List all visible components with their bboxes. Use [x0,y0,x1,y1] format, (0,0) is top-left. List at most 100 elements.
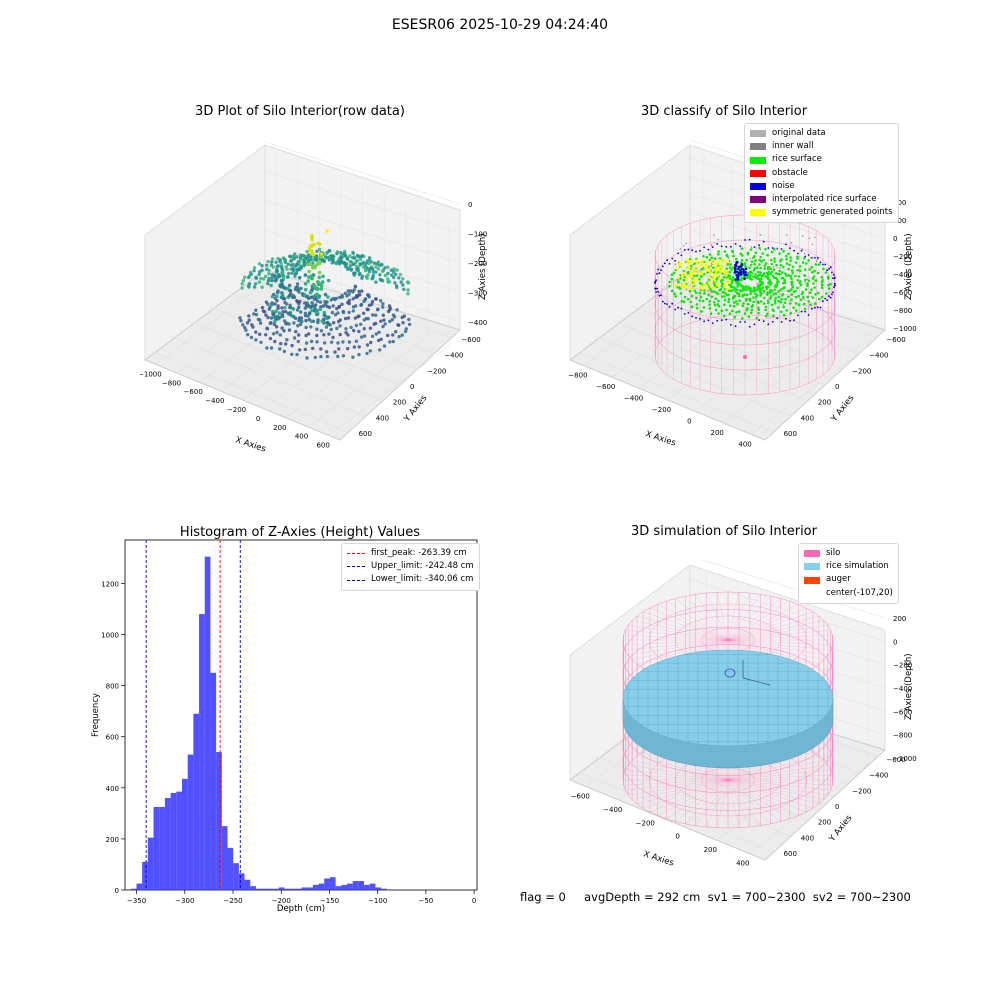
original-point [811,243,814,245]
raw-y-tick: −600 [461,336,480,344]
surface-point [812,275,816,278]
symmetric-point [681,284,684,288]
raw-point [286,262,290,266]
raw-point [390,273,394,277]
surface-point [737,294,741,298]
symmetric-point [691,260,694,264]
original-point [756,283,759,285]
raw-point [397,323,401,327]
surface-point [745,293,749,297]
surface-point [740,254,744,257]
surface-point [765,314,768,318]
original-point [710,265,712,267]
original-point [713,260,715,262]
raw-point [238,316,242,320]
noise-point [677,306,679,309]
symmetric-point [720,267,724,271]
surface-point [749,311,753,315]
surface-point [799,298,803,302]
histogram-bar [318,883,325,890]
raw-point [327,332,331,336]
symmetric-point [681,274,684,278]
surface-point [806,282,809,285]
symmetric-point [696,277,699,280]
raw-point [304,325,308,330]
classify-plot-title: 3D classify of Silo Interior [640,104,808,119]
raw-point [401,277,405,281]
surface-point [774,296,777,300]
simulation-x-tick: 0 [676,833,680,841]
surface-point [778,273,781,276]
surface-point [787,295,790,299]
surface-point [755,316,759,320]
surface-point [796,279,800,282]
symmetric-point [687,262,691,265]
raw-point [331,304,335,308]
surface-point [785,257,788,261]
surface-point [771,274,774,278]
surface-point [804,278,807,282]
surface-point [767,301,770,305]
noise-point [822,263,824,266]
rice-swatch [804,563,820,571]
raw-point [310,235,314,240]
histogram-legend: first_peak: -263.39 cm Upper_limit: -242… [341,543,480,591]
raw-point [282,349,287,354]
raw-point [277,274,282,279]
surface-point [686,298,690,301]
surface-point [754,259,757,262]
histogram-bar [210,672,217,890]
raw-point [341,309,345,314]
surface-point [796,257,799,260]
surface-point [762,302,766,305]
surface-point [820,283,824,287]
surface-point [810,288,813,291]
symmetric-point [690,275,694,278]
simulation-z-tick: −400 [893,685,912,693]
surface-point [718,288,721,292]
raw-point [400,315,404,320]
noise-point [658,272,661,275]
surface-point [800,292,804,296]
surface-point [773,257,776,261]
raw-point [340,255,344,260]
noise-point [800,310,803,313]
surface-point [766,276,770,280]
surface-point [798,281,801,285]
surface-point [769,283,772,286]
surface-point [806,295,809,299]
noise-point [674,259,676,262]
surface-point [805,262,808,265]
raw-point [303,282,308,286]
raw-point [291,314,296,319]
classify-y-tick: −200 [852,367,871,375]
raw-point [295,255,299,259]
symmetric-point [722,284,726,287]
noise-point [822,300,824,303]
surface-point [794,302,798,305]
original-point [683,274,685,276]
raw-point [340,293,344,298]
histogram-bar [136,883,143,890]
symmetric-point [687,274,691,278]
raw-point [341,340,345,344]
raw-point [362,334,367,338]
raw-point [278,333,282,337]
raw-point [362,327,366,331]
surface-point [754,251,757,255]
raw-point [308,290,313,295]
noise-point [654,287,656,290]
raw-point [309,295,313,300]
raw-data-3d-plot: −1000−800−600−400−2000200400600600400200… [140,141,488,455]
raw-point [313,264,318,268]
raw-point [334,261,338,266]
raw-point [286,286,290,291]
raw-point [315,249,319,253]
histogram-bar [142,861,148,890]
raw-y-tick: 600 [359,430,372,438]
raw-point [254,308,258,312]
noise-point [711,322,714,324]
original-point [707,289,709,292]
raw-point [368,326,373,330]
surface-point [782,313,786,317]
